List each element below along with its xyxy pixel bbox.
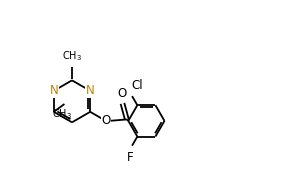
Text: CH$_3$: CH$_3$ [62,50,82,63]
Text: CH$_3$: CH$_3$ [52,108,72,121]
Text: F: F [127,151,134,164]
Text: Cl: Cl [132,79,143,92]
Text: O: O [118,87,127,100]
Text: N: N [86,84,95,97]
Text: N: N [49,84,58,97]
Text: O: O [101,114,110,127]
